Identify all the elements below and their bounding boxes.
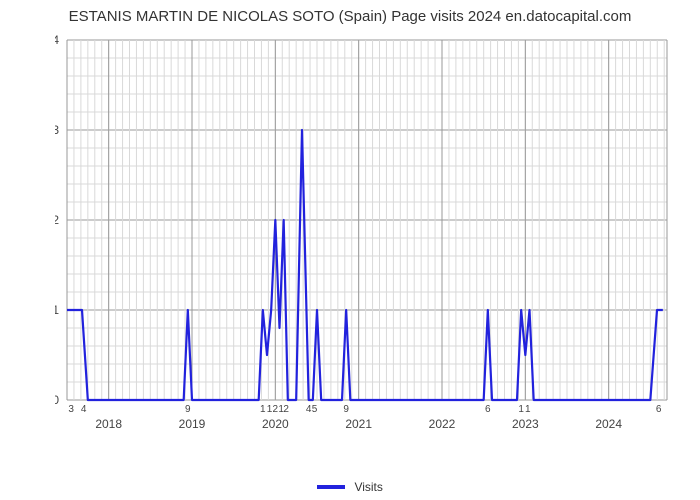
svg-text:2021: 2021: [345, 417, 372, 431]
svg-text:3: 3: [68, 404, 74, 415]
svg-text:2020: 2020: [262, 417, 289, 431]
svg-text:3: 3: [55, 123, 59, 137]
svg-text:9: 9: [343, 404, 349, 415]
svg-text:6: 6: [656, 404, 662, 415]
svg-text:1: 1: [55, 303, 59, 317]
svg-text:1: 1: [525, 404, 531, 415]
svg-text:2023: 2023: [512, 417, 539, 431]
svg-text:2: 2: [55, 213, 59, 227]
svg-text:0: 0: [55, 393, 59, 407]
svg-text:2019: 2019: [179, 417, 206, 431]
svg-text:9: 9: [185, 404, 191, 415]
svg-text:2022: 2022: [429, 417, 456, 431]
legend: Visits: [0, 479, 700, 494]
svg-text:4: 4: [55, 33, 59, 47]
svg-text:1: 1: [518, 404, 524, 415]
legend-label: Visits: [354, 480, 382, 494]
line-chart: 2018201920202021202220232024 01234 34911…: [55, 30, 675, 440]
svg-text:5: 5: [312, 404, 318, 415]
legend-swatch: [317, 485, 345, 489]
svg-text:6: 6: [485, 404, 491, 415]
chart-container: ESTANIS MARTIN DE NICOLAS SOTO (Spain) P…: [0, 0, 700, 500]
chart-title: ESTANIS MARTIN DE NICOLAS SOTO (Spain) P…: [0, 8, 700, 25]
svg-text:2: 2: [283, 404, 289, 415]
svg-text:1: 1: [260, 404, 266, 415]
svg-text:2024: 2024: [595, 417, 622, 431]
svg-text:2018: 2018: [95, 417, 122, 431]
svg-text:4: 4: [81, 404, 87, 415]
